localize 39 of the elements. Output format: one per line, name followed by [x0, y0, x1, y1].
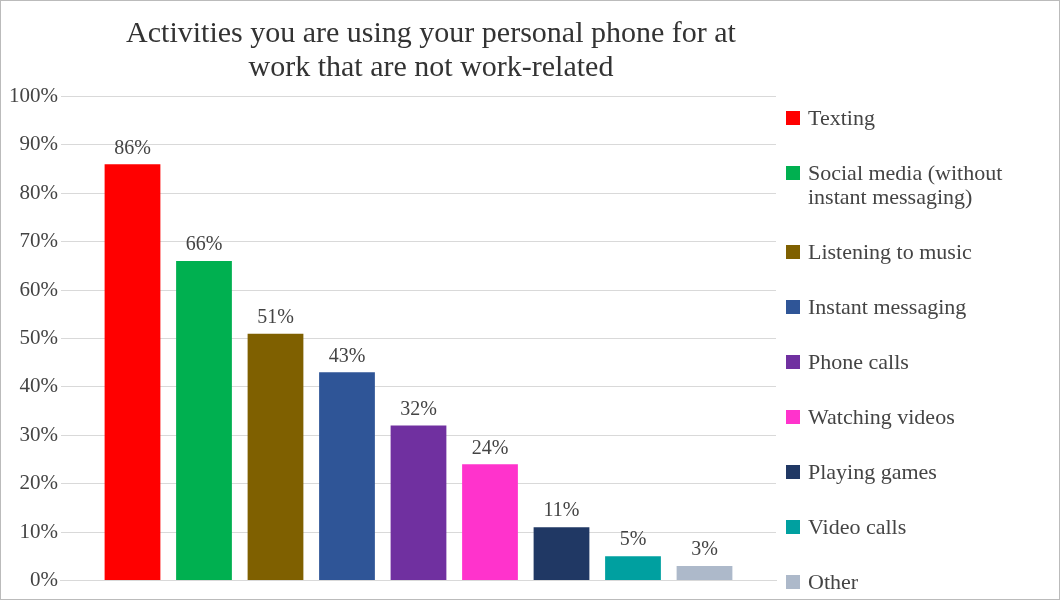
data-label: 66% [185, 232, 223, 255]
bar [247, 333, 304, 580]
data-label: 86% [114, 135, 151, 158]
bar [605, 556, 661, 580]
data-label: 3% [691, 537, 718, 560]
bar [533, 527, 590, 580]
data-label: 43% [328, 343, 366, 366]
legend-label: Listening to music [808, 239, 972, 264]
y-tick-label: 20% [19, 470, 58, 495]
legend-label: Playing games [808, 459, 937, 484]
data-label: 11% [543, 498, 580, 521]
y-tick-label: 10% [19, 518, 58, 543]
legend-label: Texting [808, 105, 875, 130]
y-tick-label: 40% [19, 373, 58, 398]
legend-label: Phone calls [808, 349, 909, 374]
y-tick-label: 0% [29, 566, 58, 591]
data-label: 32% [400, 396, 437, 419]
chart-title: Activities you are using your personal phone for at work that are not work-related [125, 15, 737, 83]
y-tick-label: 50% [19, 325, 58, 350]
data-label: 24% [471, 435, 509, 458]
bar [176, 261, 232, 580]
bar [104, 164, 161, 580]
legend-label: Social media (without instant messaging) [808, 160, 1004, 209]
y-tick-label: 90% [19, 131, 58, 156]
data-label: 5% [619, 527, 647, 550]
data-label: 51% [257, 304, 294, 327]
bar [462, 464, 518, 580]
bar [319, 372, 375, 580]
legend-label: Watching videos [808, 404, 955, 429]
legend-label: Other [808, 569, 859, 594]
y-tick-label: 30% [19, 421, 58, 446]
bar [390, 425, 447, 580]
y-tick-label: 80% [19, 179, 58, 204]
y-tick-label: 100% [8, 83, 58, 108]
y-tick-label: 60% [19, 276, 58, 301]
y-tick-label: 70% [19, 228, 58, 253]
legend-label: Video calls [808, 514, 907, 539]
bar [676, 565, 733, 580]
legend-label: Instant messaging [808, 294, 967, 319]
